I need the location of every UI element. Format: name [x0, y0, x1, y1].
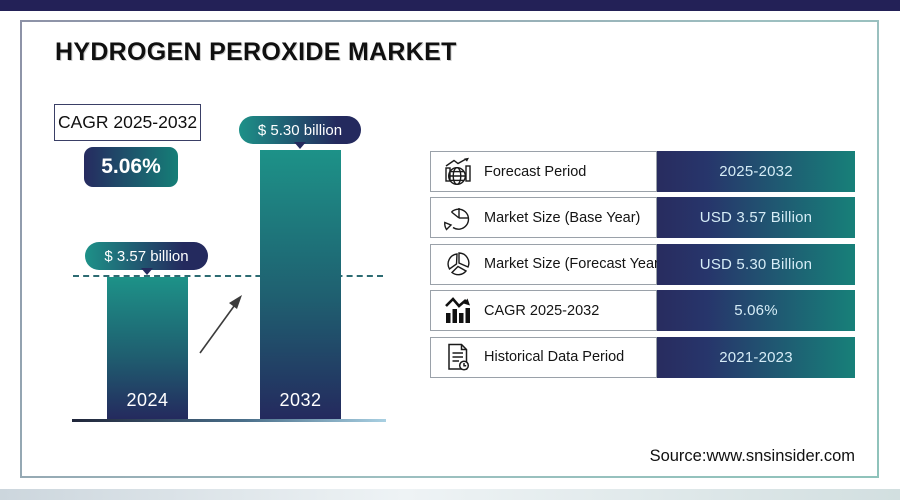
table-row-label: CAGR 2025-2032 [484, 302, 600, 319]
bar-2032-year-label: 2032 [279, 390, 322, 410]
bar-2032-value-pill: $ 5.30 billion [239, 116, 361, 149]
table-row-label: Historical Data Period [484, 349, 625, 366]
table-row-label: Forecast Period [484, 163, 587, 180]
table-row-value: USD 3.57 Billion [699, 209, 813, 227]
table-row-value-cell: USD 3.57 Billion [657, 197, 855, 239]
table-row-label-cell: CAGR 2025-2032 [430, 290, 657, 332]
table-row-value: 5.06% [734, 302, 778, 320]
cagr-label: CAGR 2025-2032 [57, 112, 198, 132]
globe-growth-icon [441, 157, 475, 187]
table-row-market-size-base: Market Size (Base Year) USD 3.57 Billion [430, 197, 855, 239]
table-row-value-cell: USD 5.30 Billion [657, 243, 855, 285]
table-row-label-cell: Historical Data Period [430, 336, 657, 378]
growth-arrow-icon [199, 295, 242, 354]
table-row-value: USD 5.30 Billion [699, 255, 813, 273]
table-row-label-cell: Market Size (Forecast Year) [430, 243, 664, 285]
bottom-accent-bar [0, 489, 900, 500]
table-row-label-cell: Forecast Period [430, 151, 657, 192]
source-attribution: Source:www.snsinsider.com [649, 447, 855, 465]
page-title: HYDROGEN PEROXIDE MARKET [55, 38, 457, 66]
document-clock-icon [441, 342, 475, 372]
bar-2032-value-label: $ 5.30 billion [257, 121, 343, 139]
bar-2024: 2024 [107, 277, 188, 419]
cagr-value: 5.06% [101, 155, 161, 178]
table-row-label: Market Size (Base Year) [484, 209, 641, 226]
bar-2024-value-pill: $ 3.57 billion [85, 242, 208, 275]
bar-2024-value-label: $ 3.57 billion [104, 247, 189, 265]
table-row-label: Market Size (Forecast Year) [484, 256, 664, 273]
table-row-value-cell: 5.06% [657, 290, 855, 332]
pill-pointer-down-icon [294, 142, 306, 149]
table-row-value-cell: 2021-2023 [657, 336, 855, 378]
table-row-label-cell: Market Size (Base Year) [430, 197, 657, 239]
cagr-label-box: CAGR 2025-2032 [54, 104, 201, 141]
pie-chart-icon [441, 203, 475, 233]
table-row-value: 2021-2023 [719, 348, 793, 366]
chart-baseline [72, 419, 386, 422]
reference-dashed-line [73, 275, 383, 277]
bar-2024-year-label: 2024 [126, 390, 169, 410]
pill-pointer-down-icon [140, 268, 153, 275]
cagr-value-badge: 5.06% [84, 147, 178, 187]
bar-chart-trend-icon [441, 296, 475, 326]
bar-2032: 2032 [260, 150, 341, 419]
exploded-pie-chart-icon [441, 249, 475, 279]
table-row-value: 2025-2032 [719, 163, 793, 180]
table-row-value-cell: 2025-2032 [657, 151, 855, 192]
table-row-market-size-forecast: Market Size (Forecast Year) USD 5.30 Bil… [430, 243, 855, 285]
table-row-forecast-period: Forecast Period 2025-2032 [430, 151, 855, 192]
market-info-table: Forecast Period 2025-2032 Market Size (B [430, 151, 855, 383]
top-accent-bar [0, 0, 900, 11]
table-row-cagr: CAGR 2025-2032 5.06% [430, 290, 855, 332]
table-row-historical-period: Historical Data Period 2021-2023 [430, 336, 855, 378]
